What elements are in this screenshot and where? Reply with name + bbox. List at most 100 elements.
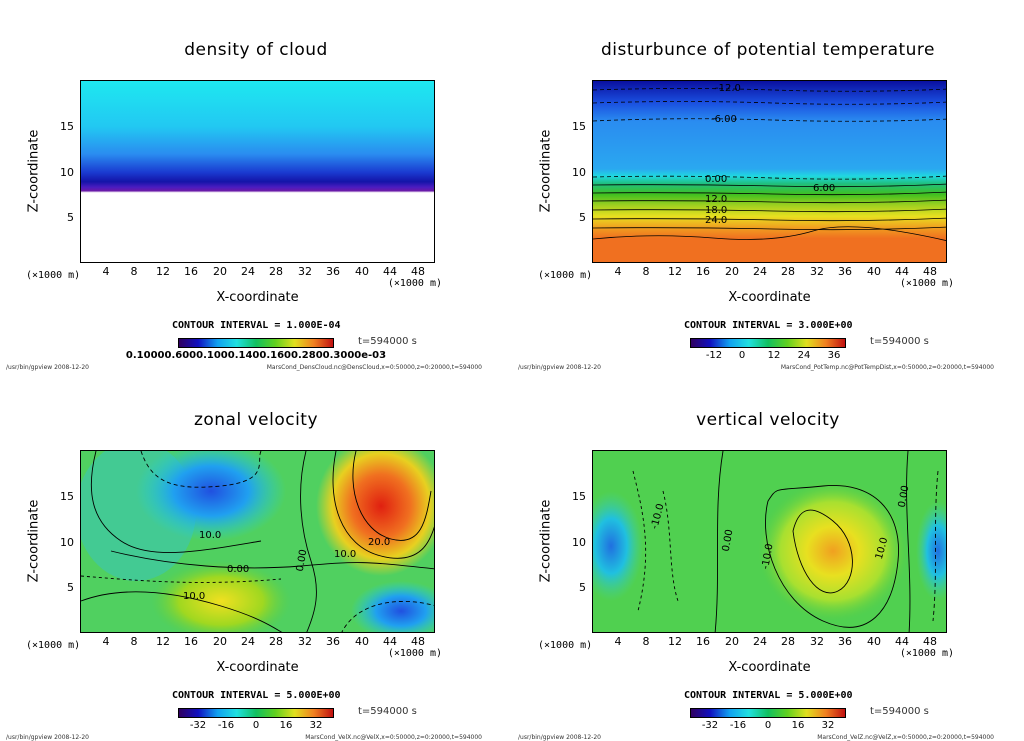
ytick: 10: [572, 166, 586, 179]
contour-label: 10.0: [199, 530, 222, 541]
footer-path: /usr/bin/gpview 2008-12-20: [6, 364, 89, 371]
colorbar-label: 0.10000.6000.1000.1400.1600.2800.3000e-0…: [125, 350, 387, 361]
ytick: 5: [67, 211, 74, 224]
colorbar-label: 0: [738, 350, 746, 361]
time-label: t=594000 s: [870, 336, 929, 347]
xtick: 28: [269, 635, 283, 648]
xtick: 8: [642, 265, 650, 278]
x-axis-label: X-coordinate: [728, 290, 811, 305]
colorbar-label: -32: [189, 720, 207, 731]
panel-potential-temperature: disturbunce of potential temperature: [512, 0, 1024, 371]
xtick: 44: [895, 265, 909, 278]
xtick: 12: [668, 265, 682, 278]
panel-title: disturbunce of potential temperature: [600, 40, 936, 60]
time-label: t=594000 s: [358, 336, 417, 347]
xtick: 24: [241, 265, 255, 278]
xtick: 8: [130, 635, 138, 648]
plot-area: -10.0 0.00 -10.0 10.0 0.00: [592, 450, 947, 633]
xtick: 44: [895, 635, 909, 648]
ytick: 5: [579, 211, 586, 224]
colorbar-label: -12: [705, 350, 723, 361]
x-unit-label: (×1000 m): [26, 640, 81, 651]
x-axis-label: X-coordinate: [728, 660, 811, 675]
contour-label: 0.00: [227, 564, 250, 575]
lower-negative-region: [351, 581, 434, 632]
x-axis-label: X-coordinate: [216, 290, 299, 305]
z-axis-label: Z-coordinate: [26, 129, 42, 213]
xtick: 4: [614, 635, 622, 648]
xtick: 40: [355, 265, 369, 278]
xtick: 20: [213, 265, 227, 278]
colorbar: [178, 338, 334, 348]
xtick: 28: [781, 635, 795, 648]
colorbar-label: 0: [764, 720, 772, 731]
contour-lines: [81, 451, 434, 632]
xtick: 32: [298, 265, 312, 278]
colorbar: [690, 708, 846, 718]
panel-zonal-velocity: zonal velocity: [0, 370, 512, 741]
colorbar-label: 12: [767, 350, 781, 361]
xtick: 40: [867, 265, 881, 278]
contour-lines: [632, 451, 939, 632]
xtick: 28: [269, 265, 283, 278]
x-unit-label: (×1000 m): [538, 270, 593, 281]
colorbar-label: 0: [252, 720, 260, 731]
plot-area: -12.0 -6.00 0.00 6.00 12.0 18.0 24.0: [592, 80, 947, 263]
x-unit-label-right: (×1000 m): [899, 648, 954, 659]
z-axis-label: Z-coordinate: [538, 499, 554, 583]
xtick: 32: [298, 635, 312, 648]
colorbar: [690, 338, 846, 348]
xtick: 44: [383, 265, 397, 278]
z-axis-label: Z-coordinate: [26, 499, 42, 583]
colorbar-label: 32: [309, 720, 323, 731]
x-axis-label: X-coordinate: [216, 660, 299, 675]
ytick: 5: [579, 581, 586, 594]
plot-area: 10.0 0.00 0.00 10.0 20.0 10.0: [80, 450, 435, 633]
contour-interval: CONTOUR INTERVAL = 5.000E+00: [172, 690, 341, 701]
panel-title: vertical velocity: [696, 410, 840, 430]
colorbar-label: 36: [827, 350, 841, 361]
xtick: 48: [411, 635, 425, 648]
footer-path: /usr/bin/gpview 2008-12-20: [6, 734, 89, 741]
x-unit-label: (×1000 m): [26, 270, 81, 281]
zonal-velocity-field: [81, 451, 434, 632]
ytick: 15: [572, 490, 586, 503]
panel-density-of-cloud: density of cloud 15 10 5 Z-coordinate: [0, 0, 512, 371]
x-unit-label: (×1000 m): [538, 640, 593, 651]
xtick: 8: [130, 265, 138, 278]
contour-label: 10.0: [334, 549, 357, 560]
colorbar-label: -16: [217, 720, 235, 731]
xtick: 24: [241, 635, 255, 648]
colorbar-label: 16: [791, 720, 805, 731]
ytick: 10: [60, 536, 74, 549]
ytick: 15: [60, 120, 74, 133]
z-axis-label: Z-coordinate: [538, 129, 554, 213]
xtick: 36: [838, 635, 852, 648]
xtick: 48: [411, 265, 425, 278]
xtick: 20: [725, 635, 739, 648]
xtick: 16: [696, 635, 710, 648]
contour-interval: CONTOUR INTERVAL = 5.000E+00: [684, 690, 853, 701]
xtick: 4: [614, 265, 622, 278]
panel-title: density of cloud: [184, 40, 328, 60]
contour-interval: CONTOUR INTERVAL = 3.000E+00: [684, 320, 853, 331]
footer-path: /usr/bin/gpview 2008-12-20: [518, 734, 601, 741]
footer-source: MarsCond_DensCloud.nc@DensCloud,x=0:5000…: [266, 364, 482, 371]
xtick: 28: [781, 265, 795, 278]
xtick: 48: [923, 265, 937, 278]
panel-vertical-velocity: vertical velocity: [512, 370, 1024, 741]
contour-label: -6.00: [711, 114, 737, 125]
positive-velocity-core: [316, 451, 434, 576]
xtick: 8: [642, 635, 650, 648]
colorbar: [178, 708, 334, 718]
plot-area: [80, 80, 435, 263]
ytick: 15: [60, 490, 74, 503]
contour-label: 0.00: [705, 174, 728, 185]
potential-temperature-field: [593, 81, 946, 262]
contour-label: 18.0: [705, 205, 728, 216]
contour-interval: CONTOUR INTERVAL = 1.000E-04: [172, 320, 341, 331]
ytick: 10: [572, 536, 586, 549]
colorbar-label: -16: [729, 720, 747, 731]
xtick: 24: [753, 265, 767, 278]
contour-lines: [593, 88, 946, 241]
